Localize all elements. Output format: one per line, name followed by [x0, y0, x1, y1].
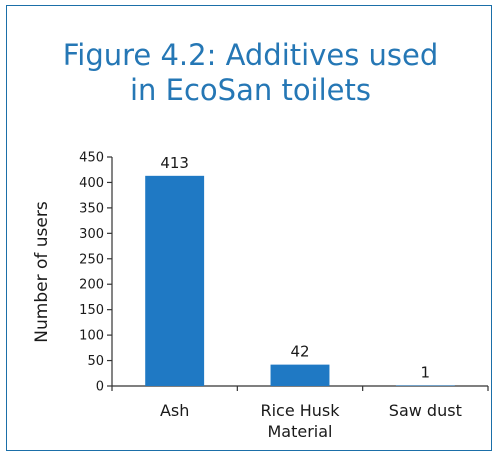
bar — [270, 364, 330, 386]
y-tick-label: 300 — [79, 227, 104, 242]
bar — [145, 175, 205, 386]
data-label: 1 — [421, 363, 431, 381]
bar — [395, 385, 455, 386]
data-label: 413 — [160, 154, 189, 172]
bars: 413 42 1 — [145, 154, 455, 386]
data-label: 42 — [290, 343, 309, 361]
x-tick-label: Rice Husk Material — [260, 401, 340, 441]
y-axis: 0 50 100 150 200 250 300 350 400 450 — [79, 151, 113, 395]
y-tick-label: 450 — [79, 151, 104, 166]
y-tick-label: 350 — [79, 201, 104, 216]
chart-title: Figure 4.2: Additives used in EcoSan toi… — [62, 38, 439, 107]
x-axis: Ash Rice Husk Material Saw dust — [111, 385, 489, 441]
y-axis-label: Number of users — [32, 201, 52, 343]
y-tick-label: 200 — [79, 278, 104, 293]
y-tick-label: 0 — [96, 380, 104, 395]
y-tick-label: 100 — [79, 329, 104, 344]
y-tick-label: 250 — [79, 252, 104, 267]
y-tick-label: 50 — [87, 354, 104, 369]
x-tick-label: Ash — [160, 401, 189, 420]
chart-frame — [6, 5, 492, 451]
y-tick-label: 400 — [79, 176, 104, 191]
x-tick-label: Saw dust — [389, 401, 462, 420]
y-tick-label: 150 — [79, 303, 104, 318]
